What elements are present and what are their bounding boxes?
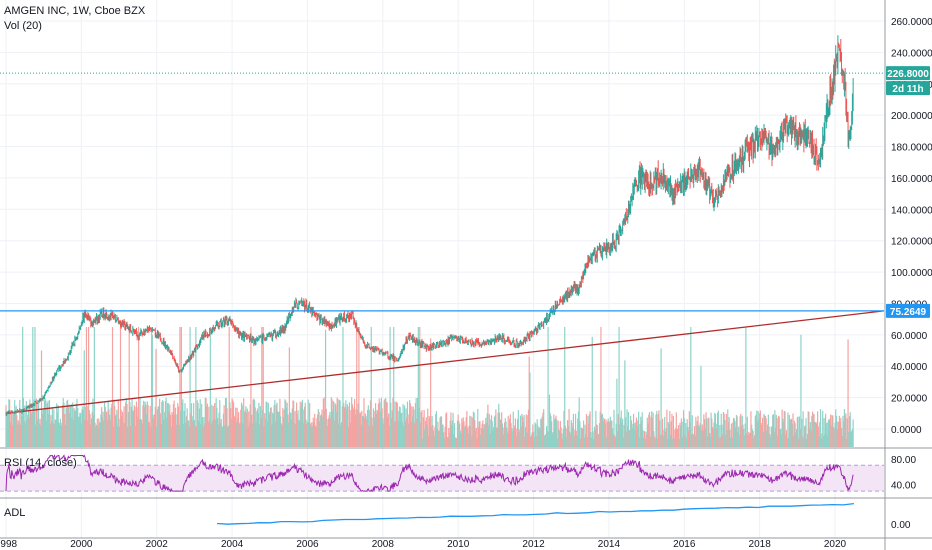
price-axis-label: 240.0000 — [891, 48, 932, 59]
trend-line[interactable] — [5, 310, 885, 414]
time-axis-label: 2016 — [673, 539, 696, 550]
countdown-tag — [886, 81, 930, 96]
adl-pane — [216, 502, 854, 525]
time-axis-label: 2012 — [522, 539, 545, 550]
time-axis-label: 2010 — [447, 539, 470, 550]
price-axis-label: 140.0000 — [891, 205, 932, 216]
time-axis-label: 2004 — [221, 539, 244, 550]
rsi-line — [5, 454, 854, 493]
time-axis-label: 2014 — [598, 539, 621, 550]
adl-axis-label: 0.00 — [891, 520, 911, 531]
level-price-tag-text: 75.2649 — [890, 307, 927, 318]
time-axis-label: 1998 — [0, 539, 18, 550]
price-axis-label: 40.0000 — [891, 362, 928, 373]
level-price-tag — [886, 303, 930, 318]
price-axis-label: 120.0000 — [891, 237, 932, 248]
volume-bars — [5, 327, 854, 447]
time-axis-label: 2020 — [824, 539, 847, 550]
time-axis-label: 2018 — [749, 539, 772, 550]
adl-legend[interactable]: ADL — [4, 507, 26, 519]
axis-tags: 226.8000 2d 11h 75.2649 — [886, 66, 930, 318]
price-axis-label: 100.0000 — [891, 268, 932, 279]
rsi-legend[interactable]: RSI (14, close) — [4, 457, 77, 469]
last-price-tag — [886, 66, 930, 81]
ascending-trend-line[interactable] — [5, 310, 885, 414]
price-axis-label: 160.0000 — [891, 174, 932, 185]
symbol-title[interactable]: AMGEN INC, 1W, Cboe BZX — [4, 5, 146, 17]
volume-legend[interactable]: Vol (20) — [4, 20, 42, 32]
rsi-axis-label: 80.00 — [891, 455, 916, 466]
time-axis-label: 2000 — [70, 539, 93, 550]
grid — [0, 0, 884, 538]
time-axis-label: 2008 — [372, 539, 395, 550]
time-axis[interactable]: 1998 2000 2002 2004 2006 2008 2010 2012 2014 2016… — [0, 539, 847, 550]
last-price-tag-text: 226.8000 — [887, 69, 929, 80]
adl-line — [216, 502, 854, 525]
price-axis-label: 260.0000 — [891, 17, 932, 28]
time-axis-label: 2006 — [296, 539, 319, 550]
price-axis-label: 180.0000 — [891, 143, 932, 154]
price-axis-label: 20.0000 — [891, 394, 928, 405]
time-axis-label: 2002 — [146, 539, 169, 550]
price-candles — [5, 35, 854, 417]
countdown-tag-text: 2d 11h — [892, 84, 923, 95]
rsi-axis-label: 40.00 — [891, 481, 916, 492]
price-axis-label: 200.0000 — [891, 111, 932, 122]
price-axis-label: 0.0000 — [891, 425, 922, 436]
rsi-pane — [0, 454, 884, 493]
level-lines[interactable] — [0, 72, 884, 312]
price-axis-label: 60.0000 — [891, 331, 928, 342]
